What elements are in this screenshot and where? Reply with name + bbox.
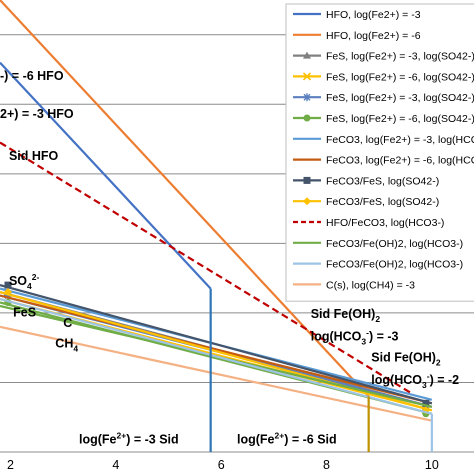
legend-marker [303, 114, 311, 122]
annotation-2: Sid HFO [9, 149, 59, 163]
series-line-7 [0, 294, 433, 405]
x-tick-label: 4 [112, 458, 119, 472]
x-tick-label: 8 [323, 458, 330, 472]
series-line-8 [0, 284, 433, 405]
legend-entry: FeCO3, log(Fe2+) = -3, log(HCO3-) [326, 134, 474, 146]
legend-marker [302, 72, 312, 81]
series-9-point [4, 288, 12, 297]
legend-entry: HFO, log(Fe2+) = -3 [326, 9, 421, 21]
legend-entry: FeCO3/FeS, log(SO42-) [326, 196, 439, 208]
annotation-0: -) = -6 HFO [0, 69, 64, 83]
legend-marker [303, 197, 311, 206]
annotation-4: FeS [13, 305, 36, 319]
legend-entry: FeCO3/FeS, log(SO42-) [326, 175, 439, 187]
annotation-5: C [63, 316, 72, 330]
annotation-3: SO42- [9, 272, 40, 291]
series-line-1 [0, 0, 370, 398]
x-tick-label: 10 [425, 458, 439, 472]
series-line-10 [0, 141, 412, 394]
legend-entry: FeCO3/Fe(OH)2, log(HCO3-) [326, 259, 463, 271]
legend-marker [303, 51, 311, 59]
legend-entry: C(s), log(CH4) = -3 [326, 279, 415, 291]
legend-entry: HFO/FeCO3, log(HCO3-) [326, 217, 444, 229]
x-tick-labels: 2 4 6 8 10 [7, 458, 439, 472]
annotation-8: log(HCO3-) = -3 [311, 328, 399, 347]
annotation-1: 2+) = -3 HFO [0, 107, 74, 121]
legend-marker [303, 93, 311, 102]
legend-marker [303, 176, 311, 184]
annotation-7: Sid Fe(OH)2 [311, 307, 381, 324]
legend-entry: FeS, log(Fe2+) = -3, log(SO42-) [326, 51, 474, 63]
vertical-lines-layer [209, 288, 433, 452]
legend-entry: FeS, log(Fe2+) = -3, log(SO42-) [326, 92, 474, 104]
x-tick-label: 6 [218, 458, 225, 472]
legend-entry: FeCO3, log(Fe2+) = -6, log(HCO3-) [326, 155, 474, 167]
annotation-10: log(HCO3-) = -2 [371, 371, 459, 390]
series-line-13 [0, 325, 433, 422]
legend-box [285, 3, 474, 302]
series-line-12 [0, 297, 433, 415]
series-line-0 [0, 61, 212, 290]
x-tick-label: 2 [7, 458, 14, 472]
annotation-11: log(Fe2+) = -3 Sid [79, 430, 179, 446]
legend-entry: HFO, log(Fe2+) = -6 [326, 30, 421, 42]
annotation-9: Sid Fe(OH)2 [371, 351, 441, 368]
series-8-point [422, 399, 430, 407]
legend-entry: FeS, log(Fe2+) = -6, log(SO42-) [326, 113, 474, 125]
legend-entry: FeCO3/Fe(OH)2, log(HCO3-) [326, 238, 463, 250]
series-layer [0, 0, 433, 422]
legend-entry: FeS, log(Fe2+) = -6, log(SO42-) [326, 71, 474, 83]
series-8-point [4, 281, 12, 289]
annotation-12: log(Fe2+) = -6 Sid [237, 430, 337, 446]
legend: HFO, log(Fe2+) = -3 HFO, log(Fe2+) = -6 Fe… [285, 3, 474, 302]
annotation-6: CH4 [55, 337, 78, 354]
